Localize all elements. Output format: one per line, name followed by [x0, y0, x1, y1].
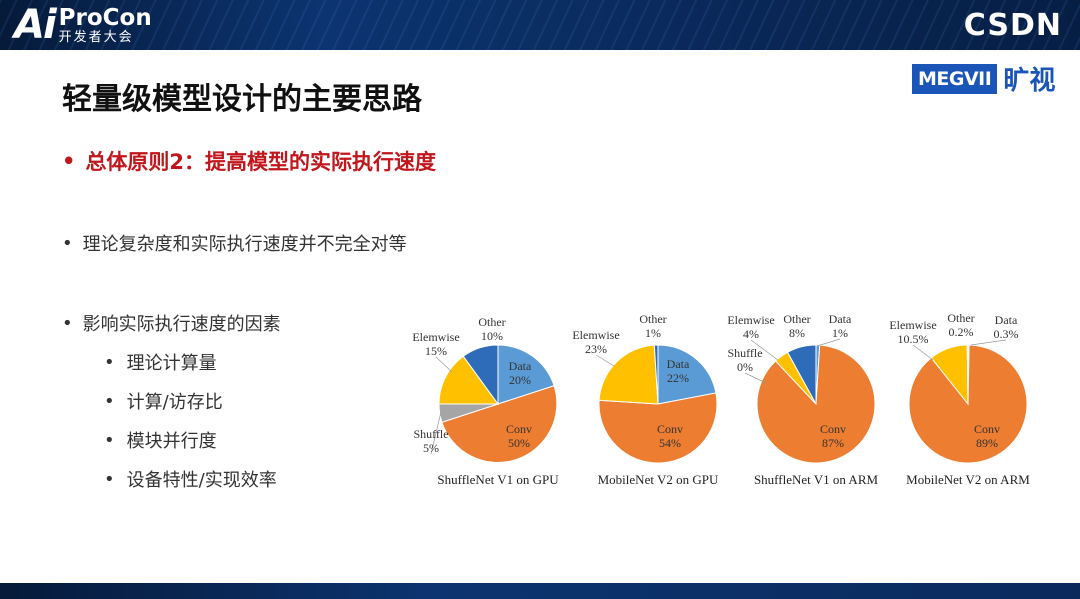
- bullet-text: 理论复杂度和实际执行速度并不完全对等: [82, 234, 407, 255]
- slice-name-label: Data: [509, 359, 532, 373]
- bullet-text: 影响实际执行速度的因素: [82, 314, 281, 335]
- slice-name-label: Elemwise: [727, 313, 774, 327]
- slice-value-label: 5%: [423, 441, 439, 455]
- header-band: [0, 0, 1080, 50]
- slice-value-label: 54%: [659, 436, 681, 450]
- slice-value-label: 0.2%: [949, 325, 974, 339]
- slice-value-label: 50%: [508, 436, 530, 450]
- slice-value-label: 23%: [585, 342, 607, 356]
- leader-line: [744, 372, 767, 384]
- leader-line: [595, 354, 615, 367]
- slice-value-label: 4%: [743, 327, 759, 341]
- leader-line: [970, 339, 1007, 346]
- slice-name-label: Data: [667, 357, 690, 371]
- leader-line: [750, 339, 779, 361]
- slice-name-label: Conv: [974, 422, 1000, 436]
- slice-name-label: Shuffle: [727, 346, 762, 360]
- slice-name-label: Conv: [657, 422, 683, 436]
- pie-slice-conv: [441, 385, 558, 463]
- bullet-dot-icon: •: [104, 390, 115, 412]
- slice-name-label: Elemwise: [889, 318, 936, 332]
- slide-title: 轻量级模型设计的主要思路: [62, 82, 422, 117]
- slice-name-label: Shuffle: [413, 427, 448, 441]
- slice-value-label: 15%: [425, 344, 447, 358]
- pie-slice-other: [786, 344, 817, 405]
- csdn-logo: CSDN: [963, 8, 1062, 43]
- slice-value-label: 8%: [789, 326, 805, 340]
- slice-name-label: Data: [995, 313, 1018, 327]
- bullet-dot-icon: •: [62, 312, 73, 334]
- leader-line: [912, 344, 934, 361]
- bullet-point-2: • 影响实际执行速度的因素: [62, 310, 281, 336]
- logo-name: ProCon: [58, 4, 152, 31]
- slice-name-label: Other: [947, 311, 974, 325]
- factor-item: • 计算/访存比: [104, 388, 223, 414]
- leader-line: [435, 356, 453, 373]
- pie-charts: Data20%Conv50%Shuffle5%Elemwise15%Other1…: [412, 311, 1030, 487]
- pie-slice-data: [497, 344, 555, 405]
- slice-name-label: Conv: [820, 422, 846, 436]
- factor-text: 理论计算量: [126, 353, 217, 374]
- slice-name-label: Data: [829, 312, 852, 326]
- principle-bullet: • 总体原则2：提高模型的实际执行速度: [62, 146, 436, 176]
- factor-item: • 设备特性/实现效率: [104, 466, 277, 492]
- slice-name-label: Elemwise: [572, 328, 619, 342]
- pie-slice-other: [462, 344, 499, 406]
- slice-value-label: 20%: [509, 373, 531, 387]
- slice-name-label: Conv: [506, 422, 532, 436]
- factor-text: 计算/访存比: [126, 392, 223, 413]
- pie-slice-other: [653, 344, 659, 405]
- factor-text: 设备特性/实现效率: [126, 470, 277, 491]
- principle-text: 总体原则2：提高模型的实际执行速度: [85, 150, 437, 174]
- pie-slice-elemwise: [598, 344, 659, 405]
- bullet-point-1: • 理论复杂度和实际执行速度并不完全对等: [62, 230, 407, 256]
- bullet-dot-icon: •: [104, 429, 115, 451]
- slice-value-label: 10.5%: [898, 332, 929, 346]
- slice-name-label: Other: [639, 312, 666, 326]
- pie-slice-conv: [598, 392, 718, 464]
- megvii-wordmark: MEGVII: [912, 63, 998, 94]
- bullet-dot-icon: •: [104, 351, 115, 373]
- slice-value-label: 1%: [645, 326, 661, 340]
- chart-title: ShuffleNet V1 on ARM: [754, 472, 879, 487]
- slice-value-label: 10%: [481, 329, 503, 343]
- pie-slice-elemwise: [438, 355, 499, 405]
- megvii-logo: MEGVII 旷视: [912, 60, 1055, 97]
- slice-value-label: 0.3%: [994, 327, 1019, 341]
- procon-logo: Ai ProCon 开发者大会: [14, 3, 152, 47]
- slice-value-label: 1%: [832, 326, 848, 340]
- logo-subtitle: 开发者大会: [58, 29, 134, 45]
- chart-title: MobileNet V2 on GPU: [598, 472, 719, 487]
- slice-value-label: 22%: [667, 371, 689, 385]
- factor-item: • 理论计算量: [104, 349, 217, 375]
- leader-line: [816, 338, 841, 347]
- leader-line: [430, 411, 442, 455]
- slice-name-label: Other: [478, 315, 505, 329]
- bullet-dot-icon: •: [62, 149, 76, 173]
- chart-title: ShuffleNet V1 on GPU: [437, 472, 559, 487]
- ai-logo-mark: Ai: [14, 2, 57, 48]
- bullet-dot-icon: •: [104, 468, 115, 490]
- slice-name-label: Other: [783, 312, 810, 326]
- slice-value-label: 89%: [976, 436, 998, 450]
- bullet-dot-icon: •: [62, 232, 73, 254]
- pie-slice-data: [657, 344, 717, 405]
- factor-item: • 模块并行度: [104, 427, 217, 453]
- slice-value-label: 87%: [822, 436, 844, 450]
- megvii-chinese-name: 旷视: [1003, 66, 1056, 96]
- footer-band: [0, 583, 1080, 599]
- slice-value-label: 0%: [737, 360, 753, 374]
- factor-text: 模块并行度: [126, 431, 217, 452]
- chart-title: MobileNet V2 on ARM: [906, 472, 1030, 487]
- slice-name-label: Elemwise: [412, 330, 459, 344]
- pie-slice-other: [966, 344, 969, 405]
